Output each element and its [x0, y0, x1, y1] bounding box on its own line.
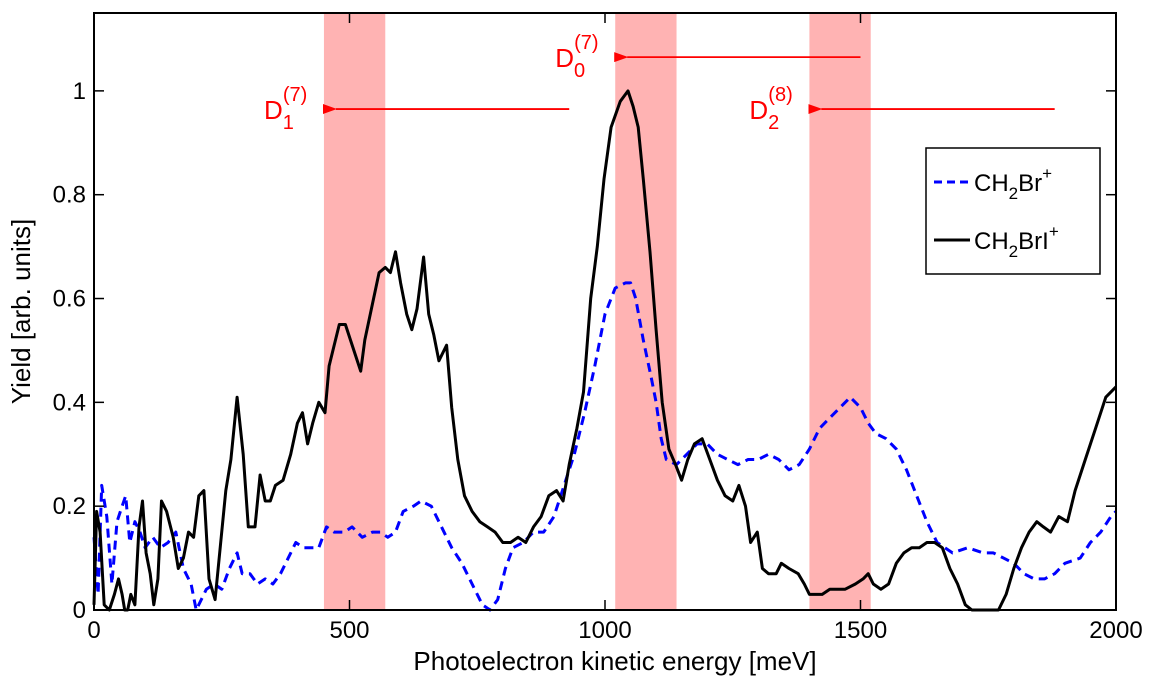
legend-label-1: CH2BrI+ — [974, 222, 1059, 261]
y-tick-label: 0.8 — [53, 182, 86, 209]
highlight-band-2 — [809, 13, 871, 610]
highlight-band-1 — [615, 13, 677, 610]
legend-box — [925, 147, 1101, 275]
y-tick-label: 1 — [73, 78, 86, 105]
x-axis-title: Photoelectron kinetic energy [meV] — [413, 646, 816, 676]
series-line-1 — [92, 89, 1118, 612]
legend: CH2Br+ CH2BrI+ — [925, 147, 1101, 275]
annotation-label-1: D0(7) — [555, 32, 598, 82]
y-tick-label: 0.4 — [53, 389, 86, 416]
annotation-label-0: D1(7) — [264, 84, 307, 134]
series-line-0 — [92, 281, 1118, 612]
legend-items: CH2Br+ CH2BrI+ — [934, 164, 1059, 261]
legend-label-0: CH2Br+ — [974, 164, 1052, 203]
x-tick-label: 0 — [87, 617, 100, 644]
x-tick-label: 1000 — [578, 617, 631, 644]
x-tick-label: 2000 — [1089, 617, 1142, 644]
y-axis-title: Yield [arb. units] — [6, 219, 36, 404]
y-tick-label: 0 — [73, 597, 86, 624]
series-layer — [92, 89, 1118, 612]
x-tick-label: 1500 — [834, 617, 887, 644]
annotation-label-2: D2(8) — [749, 84, 792, 134]
y-tick-label: 0.2 — [53, 493, 86, 520]
y-tick-label: 0.6 — [53, 286, 86, 313]
highlight-band-0 — [323, 13, 386, 610]
annotation-layer: D1(7) D0(7) D2(8) — [264, 32, 1055, 134]
x-tick-label: 500 — [329, 617, 369, 644]
ticks-layer: 0 500 1000 1500 2000 0 0.2 0.4 0.6 0.8 1 — [53, 13, 1143, 644]
